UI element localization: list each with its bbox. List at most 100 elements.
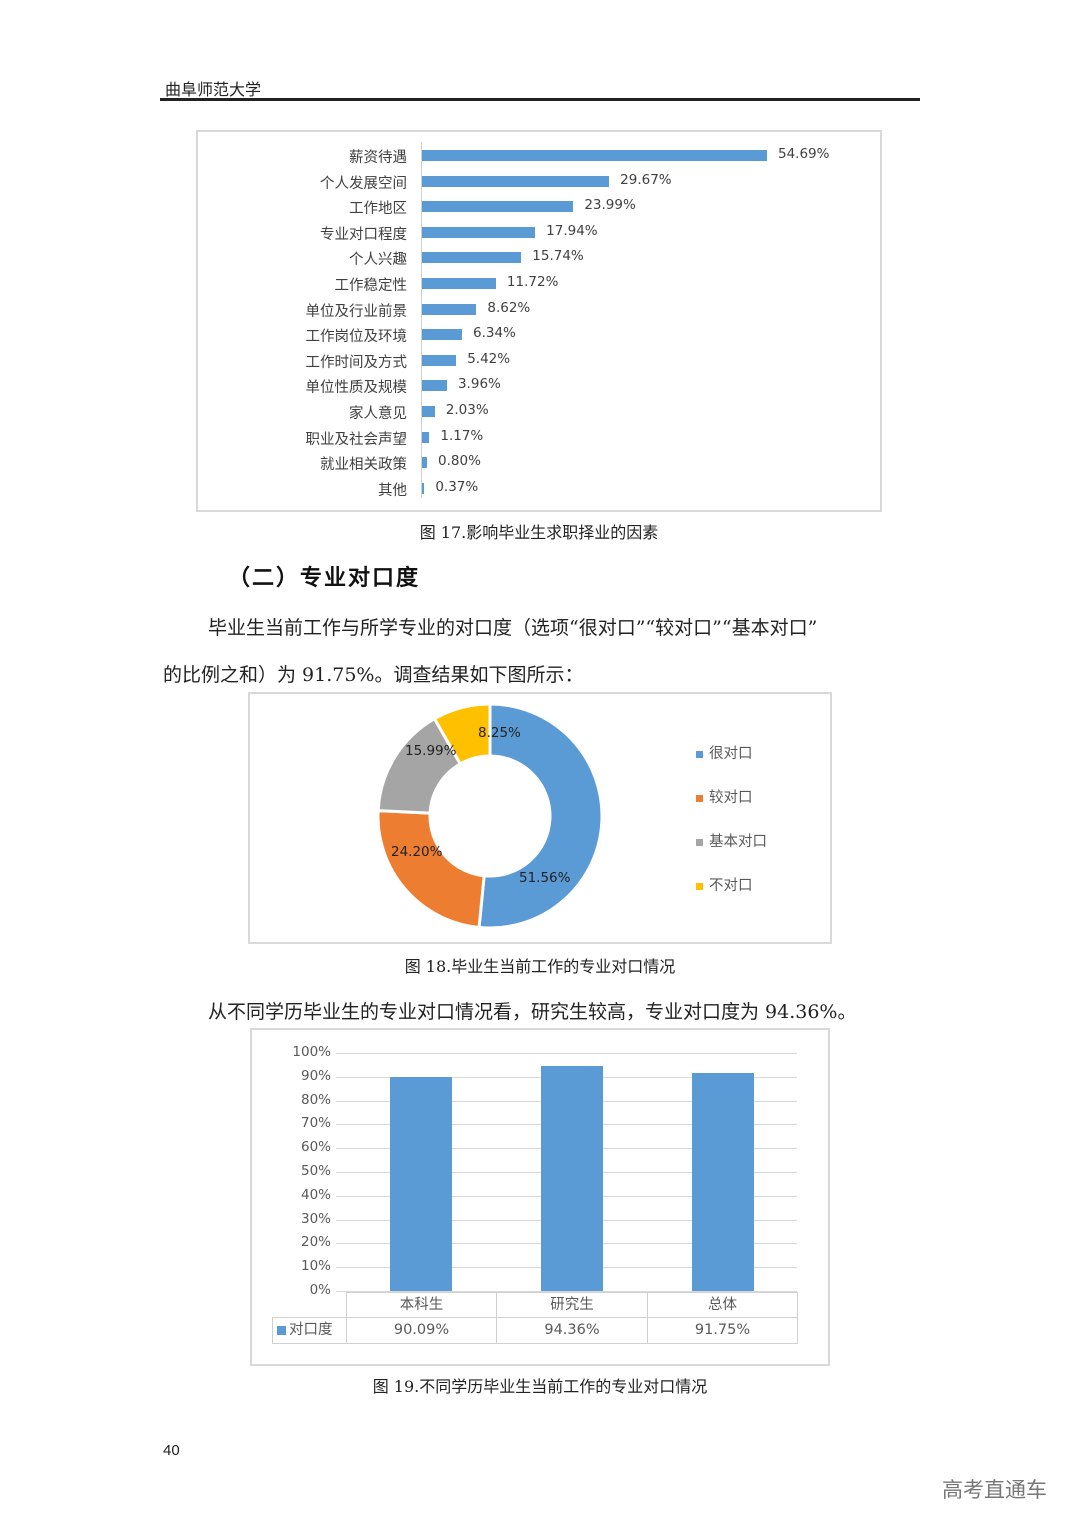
bar-value-label: 3.96% <box>457 376 501 393</box>
column-bar <box>692 1072 754 1291</box>
document-header-title: 曲阜师范大学 <box>165 80 262 99</box>
bar-category-label: 工作岗位及环境 <box>305 329 408 346</box>
gridline <box>336 1291 797 1292</box>
y-axis-tick-label: 0% <box>309 1282 331 1298</box>
bar-row: 专业对口程度 17.94% <box>200 219 880 245</box>
bar <box>422 278 496 289</box>
bar-category-label: 个人兴趣 <box>349 252 407 269</box>
bar <box>422 175 610 187</box>
legend-swatch-icon <box>696 794 703 802</box>
legend-swatch-icon <box>696 750 703 758</box>
donut-label-fairly: 24.20% <box>391 844 443 860</box>
table-value-overall: 91.75% <box>647 1317 798 1344</box>
donut-label-very: 51.56% <box>519 870 571 886</box>
figure17-caption: 图 17.影响毕业生求职择业的因素 <box>419 523 659 542</box>
donut-slice <box>376 809 486 930</box>
bar <box>422 303 477 315</box>
bar-value-label: 54.69% <box>778 146 830 162</box>
bar-row: 工作地区 23.99% <box>200 193 880 219</box>
bar-category-label: 工作地区 <box>349 201 407 218</box>
bar <box>422 201 574 213</box>
table-header-graduate: 研究生 <box>496 1292 648 1318</box>
bar-row: 家人意见 2.03% <box>200 398 880 424</box>
series-swatch-icon <box>277 1325 286 1335</box>
legend-swatch-icon <box>696 882 703 890</box>
legend-label: 不对口 <box>709 878 753 894</box>
paragraph-line: 的比例之和）为 91.75%。调查结果如下图所示： <box>163 664 584 686</box>
figure17-category-axis <box>421 142 422 498</box>
figure17-chart-frame <box>196 130 882 512</box>
donut-slice <box>432 702 492 766</box>
bar-row: 工作岗位及环境 6.34% <box>200 321 880 347</box>
bar-category-label: 职业及社会声望 <box>305 431 408 448</box>
donut-label-not-matched: 8.25% <box>478 725 521 741</box>
bar-row: 工作时间及方式 5.42% <box>200 347 880 373</box>
bar-value-label: 5.42% <box>467 350 511 367</box>
table-header-overall: 总体 <box>647 1292 798 1318</box>
bar-category-label: 其他 <box>378 482 407 499</box>
figure18-caption: 图 18.毕业生当前工作的专业对口情况 <box>404 957 676 976</box>
bar-value-label: 0.37% <box>435 478 479 495</box>
donut-label-basic: 15.99% <box>405 743 457 759</box>
legend-label: 很对口 <box>709 746 753 762</box>
y-axis-tick-label: 60% <box>300 1139 331 1156</box>
bar-category-label: 专业对口程度 <box>320 226 407 243</box>
gridline <box>336 1053 797 1054</box>
bar-category-label: 单位及行业前景 <box>305 303 408 320</box>
legend-item-not-matched: 不对口 <box>696 874 767 918</box>
y-axis-tick-label: 70% <box>300 1115 331 1132</box>
bar <box>422 457 428 469</box>
bar-category-label: 工作稳定性 <box>334 278 408 294</box>
bar-category-label: 就业相关政策 <box>320 457 407 474</box>
table-series-label: 对口度 <box>272 1317 347 1344</box>
series-name: 对口度 <box>289 1322 333 1338</box>
bar <box>422 354 457 366</box>
header-divider <box>160 98 920 101</box>
bar <box>422 226 536 238</box>
table-value-undergrad: 90.09% <box>346 1317 497 1344</box>
bar-value-label: 1.17% <box>440 427 484 444</box>
bar-value-label: 8.62% <box>487 299 531 316</box>
paragraph-line: 毕业生当前工作与所学专业的对口度（选项“很对口”“较对口”“基本对口” <box>208 617 818 639</box>
bar-row: 单位及行业前景 8.62% <box>200 296 880 322</box>
y-axis-tick-label: 20% <box>300 1234 331 1251</box>
bar-row: 就业相关政策 0.80% <box>200 449 880 475</box>
figure19-caption: 图 19.不同学历毕业生当前工作的专业对口情况 <box>372 1377 708 1396</box>
bar-value-label: 29.67% <box>620 171 672 188</box>
legend-swatch-icon <box>696 838 703 846</box>
legend-item-very-matched: 很对口 <box>696 742 767 786</box>
legend-label: 基本对口 <box>709 834 767 850</box>
donut-slice <box>477 702 604 930</box>
legend-label: 较对口 <box>709 790 753 806</box>
bar-category-label: 工作时间及方式 <box>305 354 408 371</box>
bar-value-label: 0.80% <box>438 453 481 470</box>
bar-value-label: 2.03% <box>445 402 489 418</box>
bar-row: 单位性质及规模 3.96% <box>200 372 880 398</box>
bar-value-label: 6.34% <box>472 325 516 342</box>
bar-row: 个人发展空间 29.67% <box>200 168 880 194</box>
legend-item-fairly-matched: 较对口 <box>696 786 767 830</box>
y-axis-tick-label: 10% <box>300 1258 331 1275</box>
bar <box>422 150 767 161</box>
y-axis-tick-label: 90% <box>300 1067 331 1084</box>
legend-item-basic-matched: 基本对口 <box>696 830 767 874</box>
bar-category-label: 薪资待遇 <box>349 150 407 166</box>
bar-category-label: 个人发展空间 <box>320 175 407 192</box>
bar-value-label: 17.94% <box>546 222 598 239</box>
table-value-graduate: 94.36% <box>496 1317 648 1344</box>
page-number: 40 <box>163 1442 180 1459</box>
bar <box>422 380 447 392</box>
watermark: 高考直通车 <box>942 1478 1047 1502</box>
bar <box>422 482 425 494</box>
bar-value-label: 11.72% <box>506 274 559 290</box>
bar-row: 职业及社会声望 1.17% <box>200 424 880 450</box>
figure18-legend: 很对口 较对口 基本对口 不对口 <box>696 742 767 918</box>
bar <box>422 252 522 264</box>
y-axis-tick-label: 80% <box>300 1091 331 1108</box>
bar-row: 个人兴趣 15.74% <box>200 244 880 270</box>
bar <box>422 406 435 417</box>
y-axis-tick-label: 100% <box>292 1044 331 1060</box>
column-bar <box>390 1076 452 1291</box>
bar-value-label: 15.74% <box>532 248 584 265</box>
section-heading: （二）专业对口度 <box>228 565 421 591</box>
